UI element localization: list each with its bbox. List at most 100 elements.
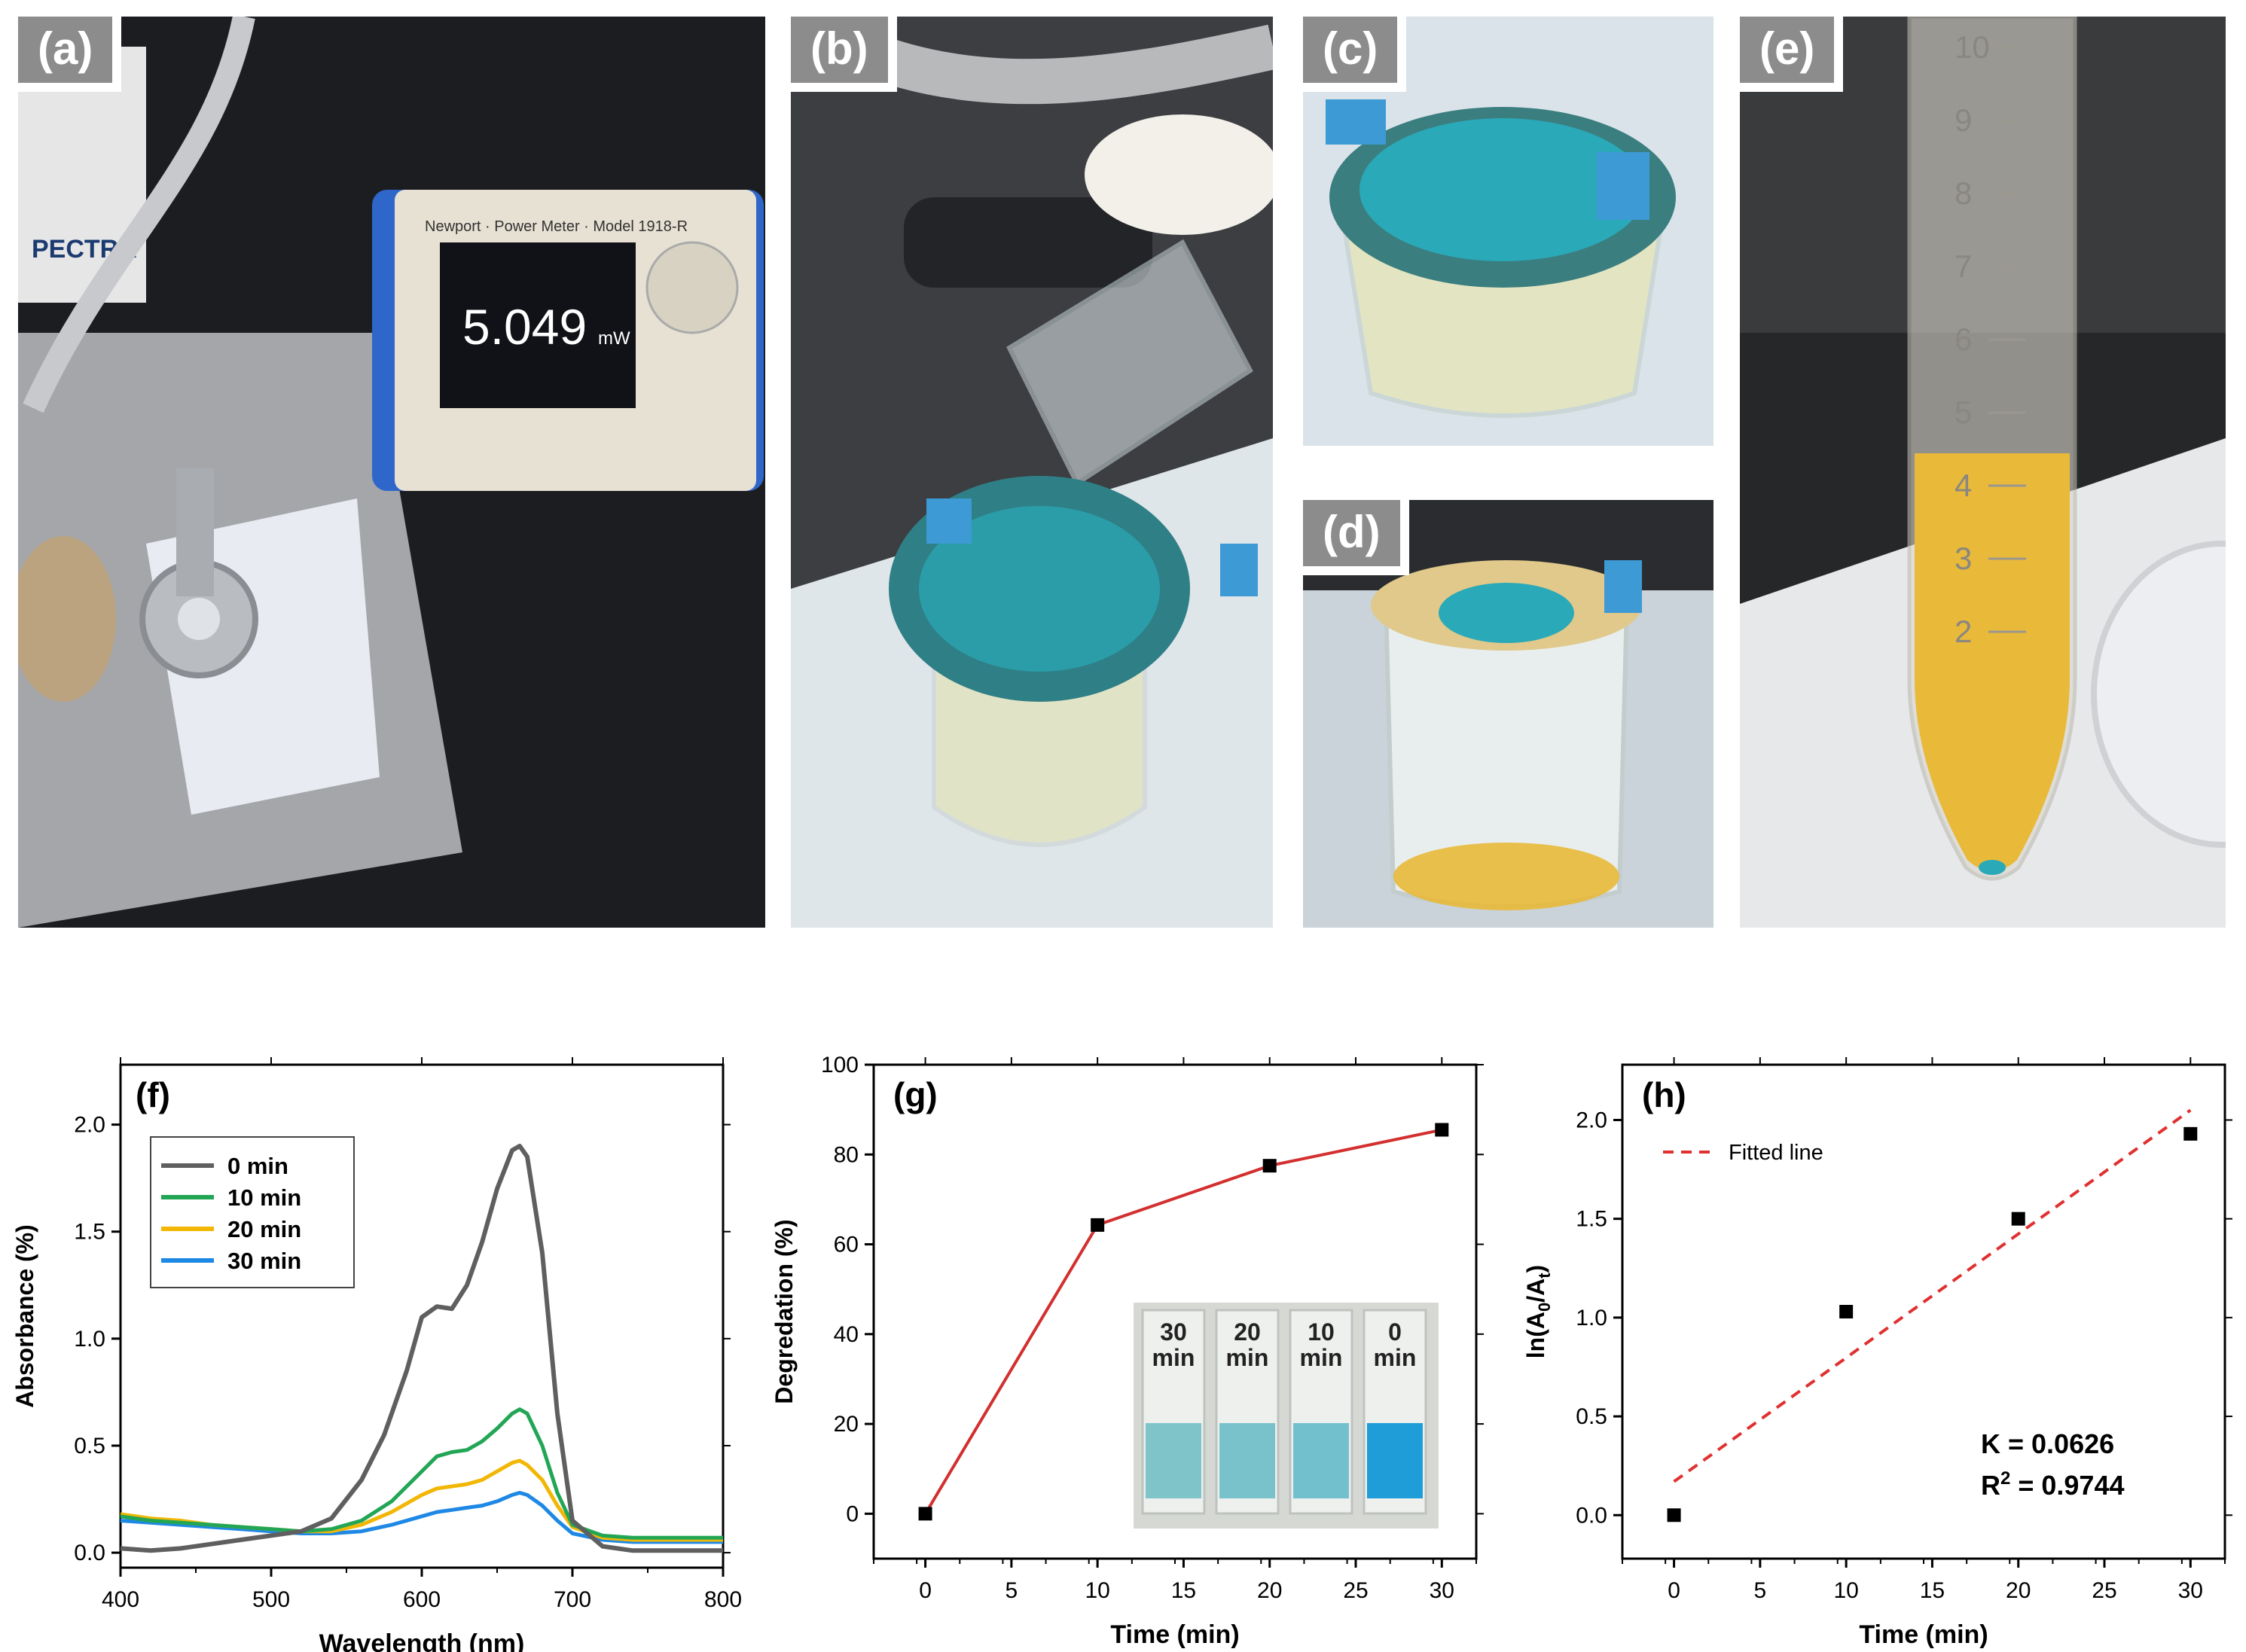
tube-mark-label: 10 — [1955, 29, 1990, 65]
photo-e: 10 9 8 7 6 5 4 3 2 (e) — [1740, 17, 2226, 928]
y-tick-label: 80 — [834, 1142, 859, 1167]
blue-pellet — [1979, 860, 2006, 875]
sensor-post — [176, 468, 214, 596]
plot-frame — [1621, 1063, 2226, 1560]
data-point — [918, 1507, 932, 1521]
series-line-10-min — [120, 1407, 723, 1540]
blue-solution — [919, 506, 1160, 672]
tube-mark-label: 8 — [1955, 175, 1972, 211]
legend-label: 20 min — [227, 1216, 301, 1242]
x-tick-label: 500 — [252, 1587, 290, 1612]
legend-label: 30 min — [227, 1248, 301, 1274]
lamp-base — [904, 197, 1152, 288]
panel-label-b: (b) — [791, 17, 897, 92]
y-tick-label: 0.5 — [74, 1434, 105, 1458]
cuvette-solution — [1146, 1423, 1201, 1498]
binder-clip-2 — [1220, 544, 1258, 596]
tube-marks: 10 9 8 7 6 5 4 3 2 — [1955, 29, 2026, 649]
petri-dish — [18, 536, 116, 702]
gooseneck-cable — [841, 24, 1273, 105]
data-point — [1091, 1218, 1105, 1232]
data-point — [1262, 1159, 1277, 1173]
panel-label-e: (e) — [1740, 17, 1844, 92]
data-point — [2011, 1212, 2025, 1226]
r-squared-annotation: R2 = 0.9744 — [1981, 1468, 2125, 1501]
data-point — [1435, 1123, 1449, 1137]
legend-label: 10 min — [227, 1184, 301, 1211]
tube-mark-label: 7 — [1955, 248, 1972, 284]
panel-label-c: (c) — [1303, 17, 1407, 92]
cuvette-time-label: 20 — [1234, 1318, 1261, 1346]
rate-constant-annotation: K = 0.0626 — [1981, 1428, 2114, 1459]
blue-filter — [1439, 583, 1574, 643]
photo-a-drawing: PECTRA Newport · Power Meter · Model 191… — [18, 17, 765, 928]
x-tick-label: 0 — [919, 1578, 932, 1603]
tube-mark-label: 9 — [1955, 102, 1972, 138]
x-axis-label: Time (min) — [1110, 1620, 1239, 1649]
binder-clip — [1604, 560, 1642, 613]
tube-mark-label: 6 — [1955, 322, 1972, 357]
data-point — [1839, 1305, 1854, 1318]
tube-mark-label: 2 — [1955, 614, 1972, 649]
x-tick-label: 30 — [1430, 1578, 1454, 1603]
gooseneck-cable — [23, 17, 255, 413]
cuvette-time-label: 30 — [1160, 1318, 1187, 1346]
meter-unit: mW — [598, 328, 630, 349]
y-tick-label: 0.0 — [74, 1541, 105, 1565]
cuvette-unit-label: min — [1300, 1344, 1343, 1371]
photo-d-drawing — [1303, 500, 1713, 928]
series-line-30-min — [120, 1491, 723, 1544]
cuvette-unit-label: min — [1374, 1344, 1417, 1371]
tube-mark-label: 4 — [1955, 468, 1972, 503]
chart-h-kinetics: 0 5 10 15 20 25 30 0.0 0.5 1.0 1.5 2.0 Time (min) ln(… — [1522, 1057, 2232, 1649]
panel-label-d: (d) — [1303, 500, 1409, 575]
binder-clip-2 — [1597, 152, 1649, 220]
binder-clip — [1326, 99, 1386, 145]
photo-b-drawing — [791, 17, 1273, 928]
cuvette-time-label: 0 — [1388, 1318, 1402, 1346]
panel-label-f: (f) — [136, 1075, 170, 1114]
x-tick-label: 20 — [2006, 1578, 2031, 1603]
cuvette-time-label: 10 — [1308, 1318, 1335, 1346]
x-tick-label: 10 — [1833, 1578, 1858, 1603]
x-tick-label: 15 — [1171, 1578, 1196, 1603]
y-tick-label: 1.5 — [74, 1220, 105, 1245]
panel-label-h: (h) — [1642, 1075, 1686, 1114]
tube-mark-label: 3 — [1955, 541, 1972, 576]
y-tick-label: 100 — [821, 1053, 859, 1077]
binder-clip — [926, 498, 972, 544]
x-tick-label: 30 — [2178, 1578, 2203, 1603]
cuvette-unit-label: min — [1226, 1344, 1269, 1371]
x-tick-label: 400 — [102, 1587, 139, 1612]
fitted-line — [1673, 1108, 2192, 1483]
data-point — [1667, 1508, 1681, 1522]
x-tick-label: 20 — [1257, 1578, 1282, 1603]
y-axis-label: Absorbance (%) — [11, 1224, 38, 1408]
x-tick-label: 600 — [403, 1587, 441, 1612]
x-tick-label: 0 — [1668, 1578, 1680, 1603]
panel-label-a: (a) — [18, 17, 122, 92]
tilted-beaker — [1006, 239, 1253, 487]
photo-e-drawing: 10 9 8 7 6 5 4 3 2 — [1740, 17, 2226, 928]
legend-label: 0 min — [227, 1153, 288, 1179]
photo-a: PECTRA Newport · Power Meter · Model 191… — [18, 17, 765, 928]
x-tick-label: 700 — [554, 1587, 591, 1612]
x-tick-label: 5 — [1754, 1578, 1767, 1603]
series-line-0-min — [120, 1144, 723, 1553]
y-tick-label: 0 — [846, 1501, 859, 1526]
panel-label-g: (g) — [893, 1075, 938, 1114]
photo-c: (c) — [1303, 17, 1713, 446]
cuvette-solution — [1219, 1423, 1275, 1498]
photo-b: (b) — [791, 17, 1273, 928]
y-tick-label: 20 — [834, 1412, 859, 1437]
petri-dish — [2091, 541, 2226, 848]
meter-value: 5.049 — [462, 299, 587, 355]
meter-brand: Newport · Power Meter · Model 1918-R — [425, 218, 688, 235]
y-tick-label: 2.0 — [1576, 1108, 1607, 1132]
x-tick-label: 10 — [1085, 1578, 1109, 1603]
blue-solution — [1360, 118, 1646, 261]
y-tick-label: 2.0 — [74, 1113, 105, 1138]
y-tick-label: 0.0 — [1576, 1503, 1607, 1528]
y-tick-label: 60 — [834, 1233, 859, 1257]
